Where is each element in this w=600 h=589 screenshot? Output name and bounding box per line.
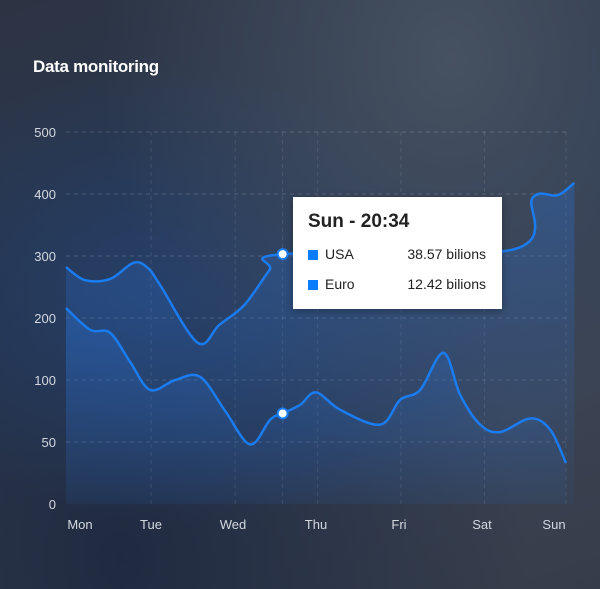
- tooltip-row-euro: Euro 12.42 bilions: [308, 276, 486, 292]
- highlight-point: [276, 407, 289, 420]
- euro-swatch: [308, 280, 318, 290]
- y-tick-label: 50: [42, 435, 56, 450]
- tooltip-label: USA: [325, 246, 354, 262]
- y-tick-label: 500: [34, 125, 56, 140]
- y-tick-label: 200: [34, 311, 56, 326]
- x-tick-label: Fri: [391, 517, 406, 532]
- y-tick-label: 400: [34, 187, 56, 202]
- y-tick-label: 300: [34, 249, 56, 264]
- highlight-point: [276, 248, 289, 261]
- y-tick-label: 100: [34, 373, 56, 388]
- x-tick-label: Mon: [67, 517, 92, 532]
- usa-swatch: [308, 250, 318, 260]
- tooltip-row-usa: USA 38.57 bilions: [308, 246, 486, 262]
- x-tick-label: Sun: [542, 517, 565, 532]
- x-tick-label: Tue: [140, 517, 162, 532]
- tooltip: Sun - 20:34 USA 38.57 bilions Euro 12.42…: [293, 197, 502, 309]
- series-line-1: [65, 307, 568, 464]
- tooltip-value: 38.57 bilions: [407, 246, 486, 262]
- chart-title: Data monitoring: [33, 57, 159, 76]
- y-tick-label: 0: [49, 497, 56, 512]
- tooltip-title: Sun - 20:34: [308, 211, 410, 232]
- tooltip-label: Euro: [325, 276, 355, 292]
- x-tick-label: Thu: [305, 517, 327, 532]
- tooltip-value: 12.42 bilions: [407, 276, 486, 292]
- x-tick-label: Sat: [472, 517, 492, 532]
- x-tick-label: Wed: [220, 517, 247, 532]
- series-line-0: [65, 181, 576, 346]
- series-area-1: [66, 308, 566, 504]
